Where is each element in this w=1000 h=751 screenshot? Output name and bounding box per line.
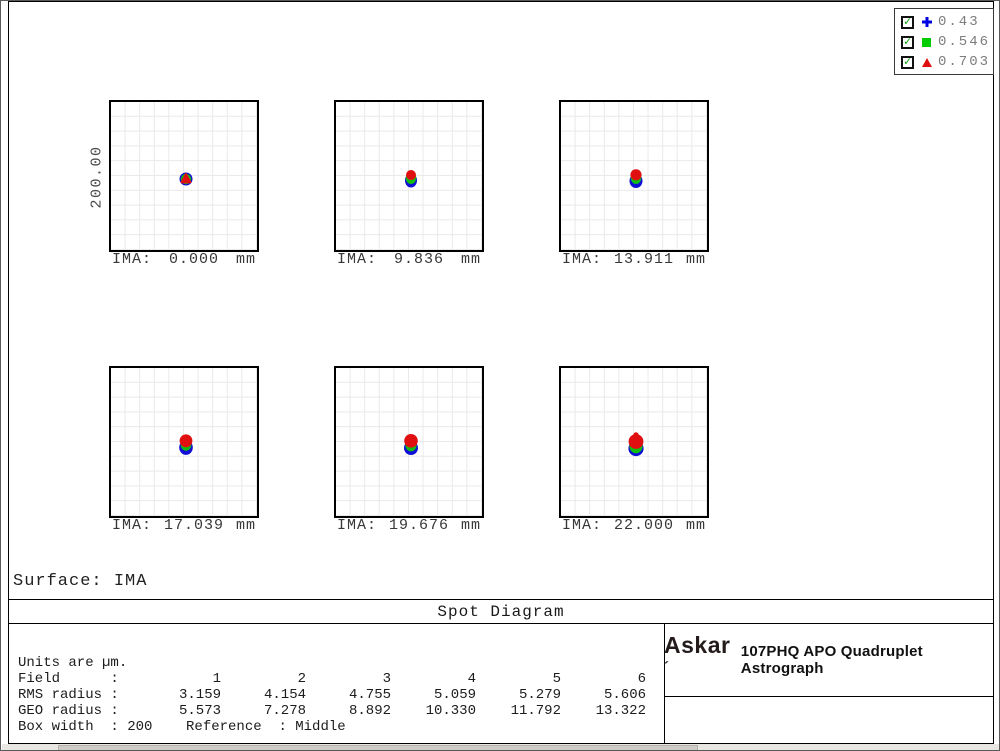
row-label: Field : — [18, 671, 119, 687]
spot-box-field1 — [109, 100, 259, 252]
cell: 8.892 — [348, 703, 391, 719]
checkmark-icon: ✓ — [903, 55, 912, 69]
ima-unit: mm — [685, 517, 706, 534]
cell: 13.322 — [595, 703, 646, 719]
divider — [664, 696, 994, 697]
cell: 3.159 — [178, 687, 221, 703]
ima-prefix: IMA: — [112, 251, 153, 268]
ima-prefix: IMA: — [562, 251, 603, 268]
ima-label-field6: IMA: 22.000 mm — [559, 517, 709, 534]
branding-box: Askar´ 107PHQ APO Quadruplet Astrograph — [664, 623, 994, 696]
ima-prefix: IMA: — [337, 517, 378, 534]
spot-box-field4 — [109, 366, 259, 518]
surface-label: Surface: IMA — [13, 572, 148, 591]
spot-box-field2 — [334, 100, 484, 252]
scale-bar-label: 200.00 — [88, 145, 106, 209]
askar-logo: Askar´ — [664, 632, 732, 687]
spot-box-field6 — [559, 366, 709, 518]
logo-text: Askar — [664, 632, 731, 659]
page-title: Spot Diagram — [437, 603, 565, 621]
plus-icon — [919, 16, 934, 28]
checkmark-icon: ✓ — [903, 15, 912, 29]
wavelength-checkbox-043[interactable]: ✓ — [901, 15, 914, 29]
ima-unit: mm — [235, 517, 256, 534]
cell: 5.059 — [433, 687, 476, 703]
row-label: GEO radius : — [18, 703, 119, 719]
checkmark-icon: ✓ — [903, 35, 912, 49]
ima-unit: mm — [685, 251, 706, 268]
cell: 5.573 — [178, 703, 221, 719]
wavelength-value: 0.43 — [938, 14, 980, 30]
table-row-geo: GEO radius : 5.573 7.278 8.892 10.330 11… — [18, 703, 646, 719]
spot-cluster — [628, 432, 644, 457]
divider — [664, 623, 665, 744]
table-row-rms: RMS radius : 3.159 4.154 4.755 5.059 5.2… — [18, 687, 646, 703]
cell: 6 — [637, 671, 646, 687]
divider — [8, 623, 994, 624]
cell: 1 — [212, 671, 221, 687]
ima-unit: mm — [460, 517, 481, 534]
ima-label-field4: IMA: 17.039 mm — [109, 517, 259, 534]
spot-cluster — [629, 169, 643, 188]
ima-value: 22.000 — [613, 517, 674, 534]
cell: 4 — [467, 671, 476, 687]
spot-cluster — [405, 170, 417, 188]
ima-label-field3: IMA: 13.911 mm — [559, 251, 709, 268]
box-width-line: Box width : 200 Reference : Middle — [18, 719, 346, 735]
ima-label-field2: IMA: 9.836 mm — [334, 251, 484, 268]
divider — [8, 599, 994, 600]
table-row-field: Field : 1 2 3 4 5 6 — [18, 671, 646, 687]
spot-box-field5 — [334, 366, 484, 518]
spot-box-field3 — [559, 100, 709, 252]
ima-label-field1: IMA: 0.000 mm — [109, 251, 259, 268]
square-icon — [919, 37, 934, 48]
ima-prefix: IMA: — [337, 251, 378, 268]
triangle-icon — [919, 57, 934, 68]
cell: 4.755 — [348, 687, 391, 703]
spot-cluster — [179, 172, 193, 186]
cell: 10.330 — [425, 703, 476, 719]
ima-value: 17.039 — [163, 517, 224, 534]
product-name: 107PHQ APO Quadruplet Astrograph — [740, 642, 923, 677]
wavelength-value: 0.703 — [938, 54, 991, 70]
legend-row-043: ✓ 0.43 — [895, 12, 993, 32]
units-line: Units are µm. — [18, 655, 128, 671]
cell: 4.154 — [263, 687, 306, 703]
cell: 5.279 — [518, 687, 561, 703]
wavelength-value: 0.546 — [938, 34, 991, 50]
spot-cluster — [179, 434, 193, 455]
ima-prefix: IMA: — [112, 517, 153, 534]
cell: 2 — [297, 671, 306, 687]
ima-prefix: IMA: — [562, 517, 603, 534]
scrollbar-thumb[interactable] — [58, 745, 698, 750]
ima-value: 9.836 — [393, 251, 444, 268]
ima-value: 19.676 — [388, 517, 449, 534]
ima-unit: mm — [235, 251, 256, 268]
wavelength-legend: ✓ 0.43 ✓ 0.546 ✓ 0.703 — [894, 8, 994, 75]
cell: 5.606 — [603, 687, 646, 703]
spot-data-table: Units are µm. Field : 1 2 3 4 5 6 RMS ra… — [18, 655, 646, 735]
ima-label-field5: IMA: 19.676 mm — [334, 517, 484, 534]
cell: 7.278 — [263, 703, 306, 719]
wavelength-checkbox-0546[interactable]: ✓ — [901, 35, 914, 49]
spot-cluster — [404, 434, 418, 455]
cell: 5 — [552, 671, 561, 687]
row-label: RMS radius : — [18, 687, 119, 703]
horizontal-scrollbar[interactable] — [2, 744, 999, 750]
cell: 3 — [382, 671, 391, 687]
ima-value: 0.000 — [168, 251, 219, 268]
ima-unit: mm — [460, 251, 481, 268]
legend-row-0703: ✓ 0.703 — [895, 52, 993, 72]
ima-value: 13.911 — [613, 251, 674, 268]
legend-row-0546: ✓ 0.546 — [895, 32, 993, 52]
wavelength-checkbox-0703[interactable]: ✓ — [901, 55, 914, 69]
logo-mark: ´ — [664, 659, 670, 677]
cell: 11.792 — [510, 703, 561, 719]
